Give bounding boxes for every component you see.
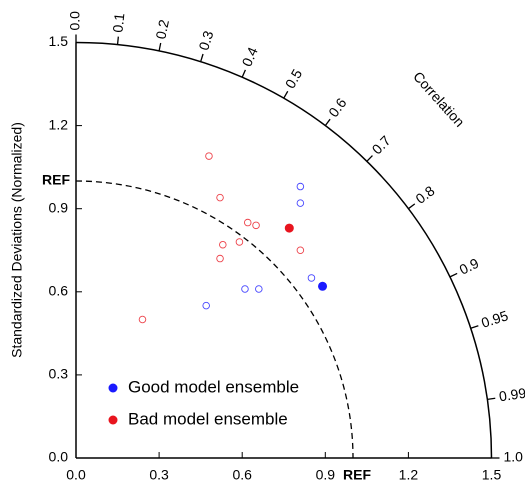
member-point — [138, 315, 147, 324]
legend-marker — [108, 383, 118, 393]
member-point — [202, 301, 210, 310]
member-point — [255, 285, 263, 293]
corr-tick — [200, 53, 204, 62]
corr-tick — [487, 397, 496, 401]
y-axis-label: Standardized Deviations (Normalized) — [9, 122, 25, 358]
corr-tick-label: 0.3 — [195, 29, 216, 53]
member-point — [216, 193, 224, 202]
x-tick-label: 0.3 — [149, 467, 169, 483]
member-point — [296, 182, 305, 191]
x-tick-label: 0.6 — [232, 467, 252, 483]
outer-arc — [75, 41, 493, 459]
corr-tick — [158, 42, 162, 52]
member-point — [219, 240, 227, 249]
y-tick-label: 1.5 — [49, 33, 69, 49]
corr-tick-label: 0.7 — [369, 132, 394, 157]
corr-tick — [366, 155, 373, 162]
corr-tick-label: 0.6 — [325, 95, 350, 120]
member-point — [296, 199, 305, 207]
x-tick-label: 1.2 — [399, 467, 419, 483]
member-point — [205, 152, 213, 160]
corr-tick-label: 0.0 — [67, 11, 83, 31]
y-tick-label: 0.3 — [49, 366, 69, 382]
corr-tick — [241, 69, 246, 78]
member-point — [296, 246, 305, 254]
x-tick-label: 0.0 — [66, 467, 86, 483]
member-point — [252, 221, 260, 230]
corr-tick-label: 0.99 — [498, 385, 525, 405]
ensemble-point — [318, 281, 328, 291]
corr-tick — [324, 118, 331, 126]
corr-tick-label: 0.2 — [152, 18, 172, 40]
corr-tick-label: 0.5 — [282, 66, 306, 91]
corr-tick-label: 0.9 — [457, 255, 482, 278]
corr-tick — [283, 90, 289, 99]
correlation-label: Correlation — [410, 68, 468, 130]
y-tick-label: 1.2 — [49, 116, 69, 132]
x-tick-label: 0.9 — [316, 467, 336, 483]
ref-arc — [75, 180, 354, 459]
corr-tick-label: 0.95 — [479, 307, 510, 331]
member-point — [235, 238, 244, 246]
corr-tick-label: 0.4 — [238, 44, 261, 68]
corr-tick-label: 1.0 — [504, 449, 524, 465]
legend-marker — [108, 415, 118, 425]
y-tick-label: 0.6 — [49, 283, 69, 299]
y-tick-label: 0.0 — [49, 449, 69, 465]
x-tick-label: 1.5 — [482, 467, 502, 483]
corr-tick — [470, 325, 479, 329]
member-point — [307, 274, 316, 282]
corr-tick — [116, 36, 119, 45]
ref-label: REF — [343, 467, 371, 483]
corr-tick — [408, 203, 416, 210]
ref-label: REF — [42, 172, 70, 188]
member-point — [243, 218, 252, 227]
legend-text: Good model ensemble — [128, 377, 299, 396]
corr-tick-label: 0.8 — [412, 182, 437, 207]
corr-tick-label: 0.1 — [109, 12, 127, 33]
corr-tick — [449, 272, 458, 278]
member-point — [241, 285, 249, 293]
y-tick-label: 0.9 — [49, 199, 69, 215]
member-point — [216, 254, 224, 263]
legend-text: Bad model ensemble — [128, 409, 288, 428]
ensemble-point — [284, 223, 294, 233]
